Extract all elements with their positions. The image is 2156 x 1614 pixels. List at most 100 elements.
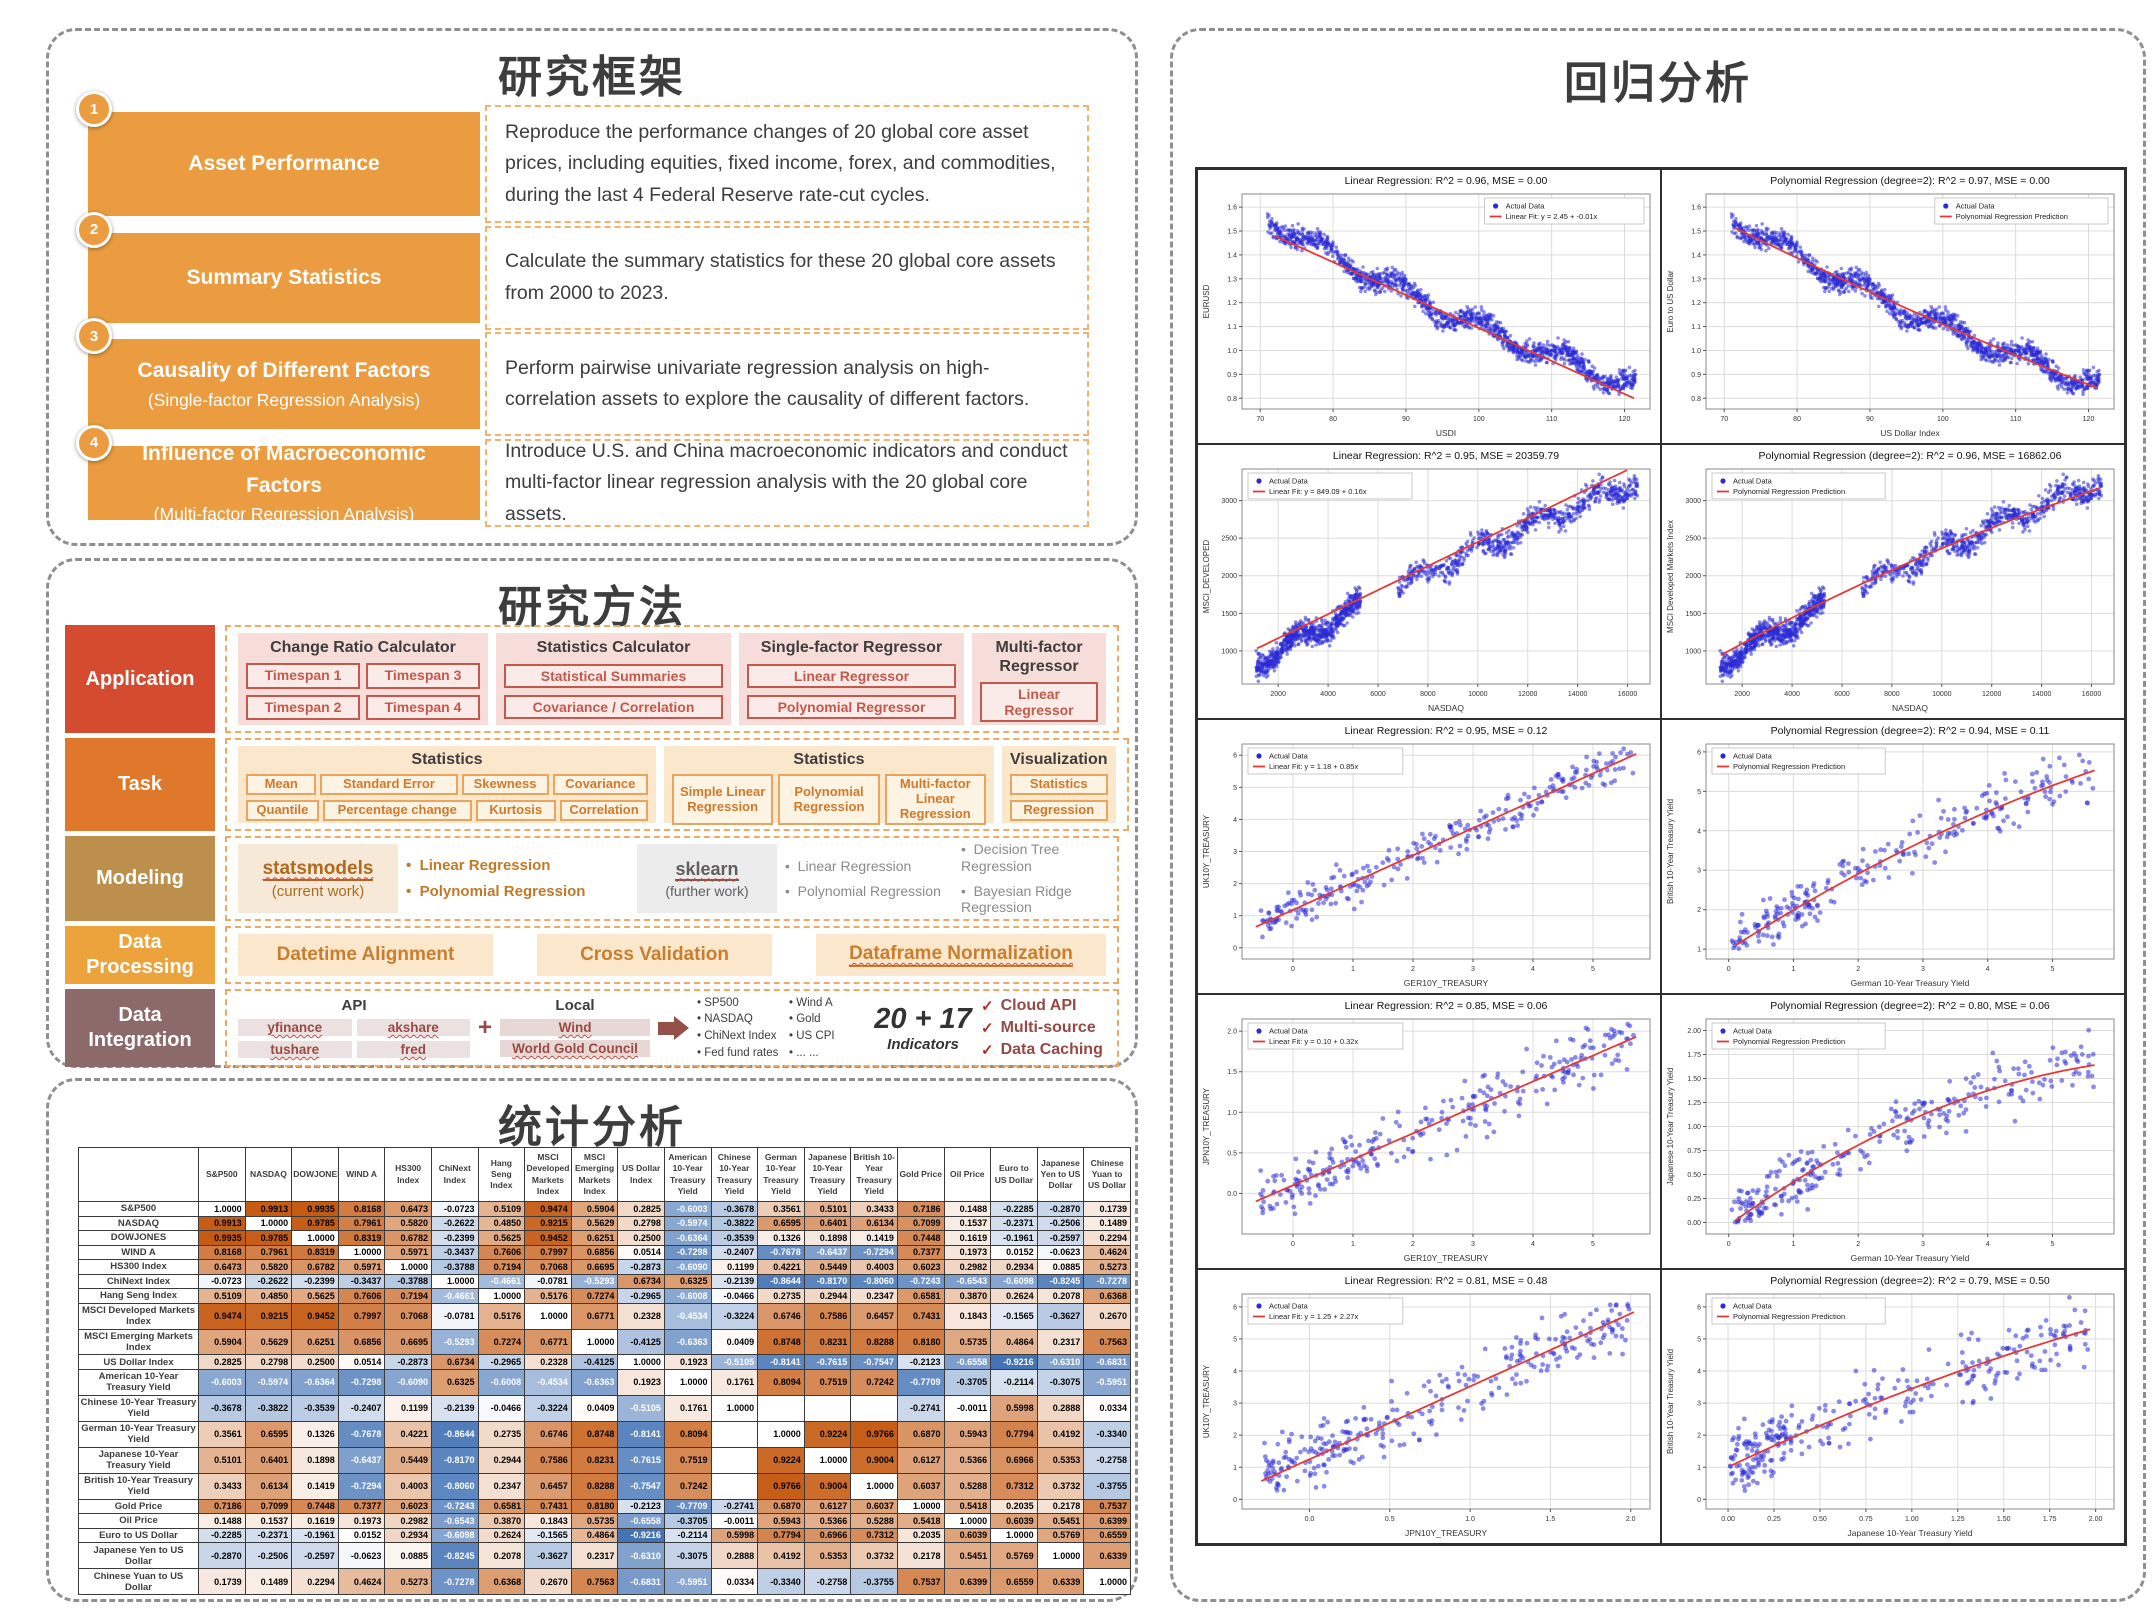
correlation-cell: 0.6581	[477, 1498, 526, 1515]
y-axis-label: UK10Y_TREASURY	[1202, 1364, 1211, 1438]
framework-step-box: Causality of Different Factors (Single-fa…	[88, 339, 480, 430]
plot-title: Linear Regression: R^2 = 0.85, MSE = 0.0…	[1345, 1000, 1548, 1012]
method-chip: Covariance	[552, 774, 649, 796]
correlation-cell: 0.8094	[663, 1420, 712, 1448]
correlation-cell: -0.6831	[617, 1568, 665, 1595]
correlation-cell: -0.8060	[850, 1273, 898, 1290]
plot-cell-7: 0 1 2 3 4 5 0.0 0.5 1.0 1.5 2.0 Linear Regression: …	[1197, 994, 1661, 1269]
check-label: Cloud API	[1000, 997, 1077, 1014]
correlation-cell: -0.2870	[1036, 1201, 1085, 1217]
framework-step-4: 4 Influence of Macroeconomic Factors (Mult…	[76, 424, 1089, 527]
correlation-cell: -0.2285	[198, 1527, 246, 1544]
correlation-cell: 0.5273	[1083, 1259, 1131, 1275]
row-modeling: Modeling statsmodels (current work) • Linea…	[65, 836, 1119, 921]
correlation-table: S&P500 NASDAQ DOWJONES WIND A HS300 Index Chi…	[78, 1147, 1131, 1595]
y-axis-label: Euro to US Dollar	[1666, 270, 1675, 333]
correlation-cell: -0.2597	[291, 1542, 339, 1570]
correlation-cell: 0.5625	[477, 1230, 526, 1246]
correlation-cell: 0.6782	[384, 1230, 432, 1246]
correlation-cell: 0.7194	[477, 1259, 526, 1275]
correlation-cell: -0.6543	[943, 1273, 992, 1290]
correlation-cell: 0.2328	[617, 1302, 665, 1330]
correlation-cell: -0.7243	[896, 1273, 945, 1290]
method-chip: Polynomial Regressor	[747, 695, 956, 720]
correlation-cell: 0.5288	[943, 1472, 992, 1500]
correlation-cell: 0.7274	[477, 1328, 526, 1356]
correlation-cell: 0.6559	[990, 1568, 1038, 1595]
correlation-cell: 0.2735	[757, 1288, 805, 1304]
correlation-cell: 0.8168	[198, 1244, 246, 1261]
method-chip: Skewness	[461, 774, 549, 796]
correlation-cell: 0.6127	[803, 1498, 852, 1515]
row-label: American 10-Year Treasury Yield	[78, 1368, 199, 1396]
correlation-cell: 0.6134	[244, 1472, 293, 1500]
fit-line	[1734, 1064, 2095, 1222]
correlation-cell: 0.0885	[384, 1542, 432, 1570]
correlation-cell: 0.2624	[990, 1288, 1038, 1304]
correlation-cell: 0.5904	[198, 1328, 246, 1356]
correlation-cell: 0.1619	[291, 1513, 339, 1529]
fit-line	[1731, 1328, 2091, 1467]
correlation-cell: 0.2735	[477, 1420, 526, 1448]
correlation-cell: 0.4624	[337, 1568, 386, 1595]
correlation-cell: 0.7242	[850, 1368, 898, 1396]
correlation-cell: 0.6339	[1036, 1568, 1085, 1595]
correlation-cell: 0.7068	[524, 1259, 572, 1275]
application-group: Single-factor Regressor Linear Regressor P…	[739, 633, 964, 725]
correlation-cell: 0.9224	[803, 1420, 852, 1448]
plus-sign: +	[478, 1014, 493, 1041]
plot-cell-8: 0 1 2 3 4 5 0.00 0.25 0.50 0.75 1.00 1.25 1.50 1.75 2.…	[1661, 994, 2125, 1269]
correlation-cell: 0.6695	[570, 1259, 619, 1275]
fit-line	[1260, 1311, 1635, 1482]
method-chip: Percentage change	[322, 800, 472, 822]
correlation-cell: -0.6008	[477, 1368, 526, 1396]
correlation-cell: 0.6039	[943, 1527, 992, 1544]
local-sources: Local Wind World Gold Council	[500, 997, 651, 1059]
y-axis-label: MSCI Developed Markets Index	[1666, 520, 1675, 633]
correlation-cell: 0.2035	[896, 1527, 945, 1544]
correlation-cell: -0.2597	[1036, 1230, 1085, 1246]
correlation-cell: 0.9935	[198, 1230, 246, 1246]
svg-text:100: 100	[1937, 416, 1949, 423]
regression-plot-grid: 70 80 90 100 110 120 0.8 0.9 1.0 1.1 1.2 1.3 1.4 1.5 1…	[1195, 167, 2127, 1546]
framework-step-desc: Perform pairwise univariate regression a…	[485, 332, 1089, 437]
svg-text:1.0: 1.0	[1227, 348, 1237, 355]
correlation-cell: 0.5629	[570, 1215, 619, 1232]
correlation-cell: 0.5943	[757, 1513, 805, 1529]
correlation-cell: -0.0011	[943, 1394, 992, 1422]
correlation-cell: -0.7278	[1083, 1273, 1131, 1290]
y-axis-label: MSCI_DEVELOPED	[1202, 540, 1211, 614]
correlation-cell: -0.4534	[524, 1368, 572, 1396]
correlation-cell: 0.5353	[803, 1542, 852, 1570]
method-chip: Polynomial Regression	[778, 774, 880, 825]
correlation-cell: 0.6037	[896, 1472, 945, 1500]
correlation-cell: 0.9224	[757, 1446, 805, 1474]
correlation-cell: 0.7794	[757, 1527, 805, 1544]
x-axis-label: GER10Y_TREASURY	[1404, 978, 1489, 988]
method-chip: Quantile	[246, 800, 319, 822]
correlation-cell: 1.0000	[198, 1201, 246, 1217]
correlation-cell: -0.0723	[198, 1273, 246, 1290]
correlation-cell: 0.5366	[943, 1446, 992, 1474]
correlation-cell: 0.0409	[570, 1394, 619, 1422]
regression-title: 回归分析	[1564, 59, 1752, 108]
correlation-cell: 0.1419	[291, 1472, 339, 1500]
correlation-cell: 0.3433	[198, 1472, 246, 1500]
group-title: Single-factor Regressor	[760, 639, 943, 656]
method-chip: Timespan 2	[246, 694, 360, 720]
scatter-points	[1718, 472, 2104, 684]
correlation-cell: 1.0000	[430, 1273, 479, 1290]
correlation-cell: 0.5288	[850, 1513, 898, 1529]
scatter-points	[1729, 1027, 2096, 1225]
correlation-cell: -0.0781	[430, 1302, 479, 1330]
processing-box: Dataframe Normalization	[816, 934, 1106, 976]
correlation-cell: 0.8231	[803, 1328, 852, 1356]
correlation-cell: -0.2407	[337, 1394, 386, 1422]
correlation-cell: 0.0885	[1036, 1259, 1085, 1275]
correlation-cell: 0.2317	[570, 1542, 619, 1570]
correlation-cell: 0.5971	[384, 1244, 432, 1261]
plot-title: Polynomial Regression (degree=2): R^2 = …	[1770, 175, 2050, 187]
correlation-cell: 0.5625	[291, 1288, 339, 1304]
